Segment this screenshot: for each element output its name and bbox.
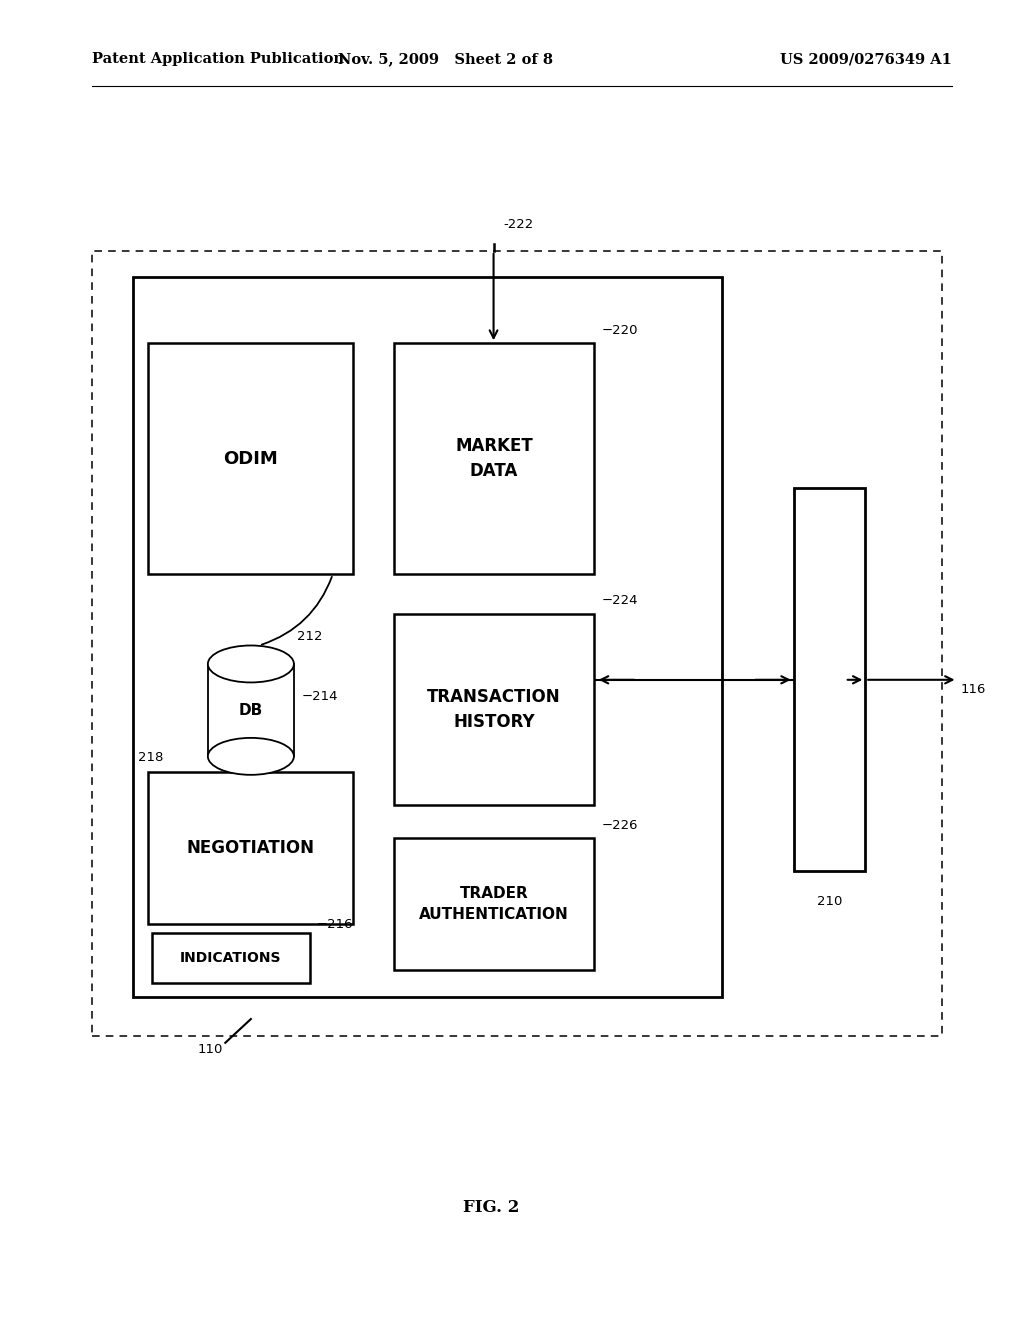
- Text: FIG. 2: FIG. 2: [463, 1200, 520, 1216]
- Text: TRADER
AUTHENTICATION: TRADER AUTHENTICATION: [419, 886, 569, 923]
- Ellipse shape: [208, 645, 294, 682]
- Text: NEGOTIATION: NEGOTIATION: [186, 840, 315, 857]
- Text: 110: 110: [198, 1043, 222, 1056]
- Text: 218: 218: [138, 751, 164, 764]
- Bar: [394, 838, 594, 970]
- Text: −226: −226: [602, 818, 639, 832]
- Text: 212: 212: [297, 630, 323, 643]
- Text: 210: 210: [817, 895, 842, 908]
- Bar: [394, 614, 594, 805]
- Text: −214: −214: [302, 690, 339, 702]
- Text: US 2009/0276349 A1: US 2009/0276349 A1: [780, 53, 952, 66]
- Text: −224: −224: [602, 594, 639, 607]
- Bar: [148, 343, 353, 574]
- Text: TRANSACTION
HISTORY: TRANSACTION HISTORY: [427, 688, 561, 731]
- Text: −216: −216: [316, 917, 353, 931]
- Text: Nov. 5, 2009   Sheet 2 of 8: Nov. 5, 2009 Sheet 2 of 8: [338, 53, 553, 66]
- Bar: [794, 488, 865, 871]
- Bar: [133, 277, 722, 997]
- Text: DB: DB: [239, 702, 263, 718]
- Ellipse shape: [208, 738, 294, 775]
- Text: Patent Application Publication: Patent Application Publication: [92, 53, 344, 66]
- Text: INDICATIONS: INDICATIONS: [180, 952, 282, 965]
- Bar: [152, 933, 310, 983]
- Text: 116: 116: [961, 682, 986, 696]
- Text: ODIM: ODIM: [223, 450, 279, 467]
- Bar: [394, 343, 594, 574]
- Bar: [148, 772, 353, 924]
- Text: −220: −220: [602, 323, 639, 337]
- Bar: [92, 251, 942, 1036]
- Text: MARKET
DATA: MARKET DATA: [456, 437, 532, 480]
- Text: -222: -222: [504, 218, 535, 231]
- Bar: [208, 664, 294, 756]
